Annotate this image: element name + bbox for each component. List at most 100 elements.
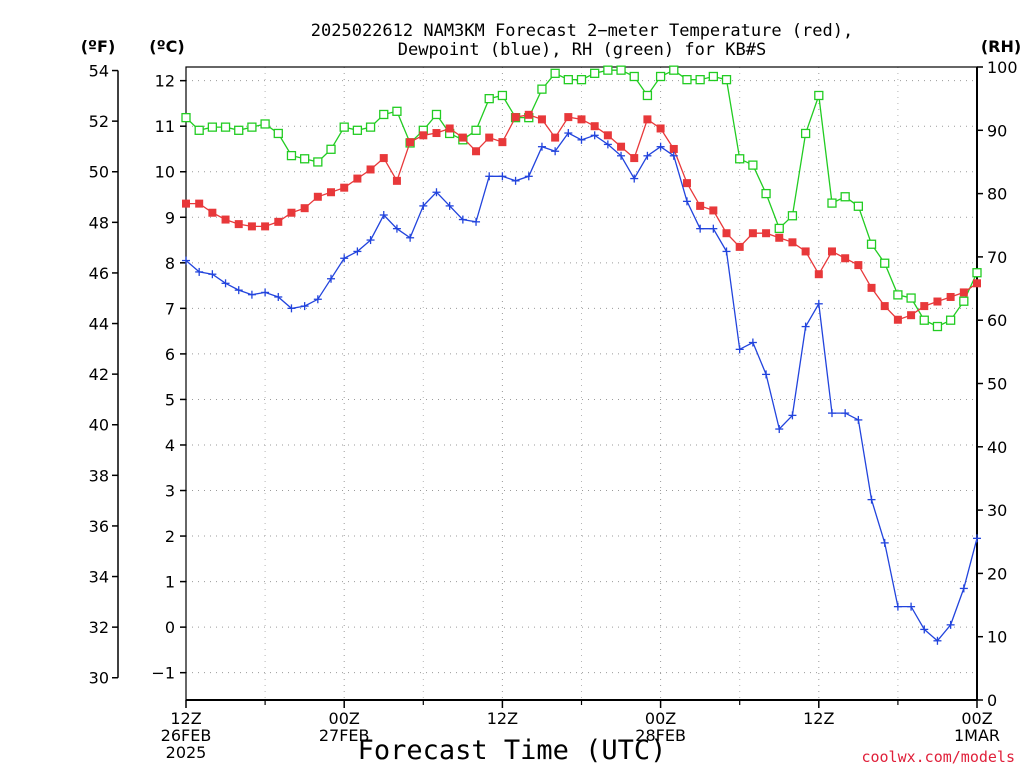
rh-tick-label: 50 (987, 375, 1007, 394)
dewpoint-point (775, 425, 784, 434)
temperature-point (498, 138, 507, 147)
rh-point (352, 125, 363, 135)
rh-point (945, 315, 956, 325)
temperature-point (748, 229, 757, 238)
dewpoint-point (432, 188, 441, 197)
dewpoint-point (973, 534, 981, 543)
temperature-point (353, 174, 362, 183)
rh-tick-label: 0 (987, 691, 997, 710)
temperature-point (485, 133, 494, 142)
rh-point (880, 258, 890, 268)
rh-point (603, 65, 613, 75)
dewpoint-point (748, 338, 757, 347)
fahrenheit-tick-label: 36 (89, 517, 109, 536)
dewpoint-point (406, 233, 415, 242)
fahrenheit-tick-label: 54 (89, 62, 109, 81)
rh-point (550, 68, 560, 78)
rh-point (695, 75, 705, 85)
rh-point (471, 125, 481, 135)
rh-point (682, 75, 692, 85)
rh-point (299, 154, 310, 164)
dewpoint-point (274, 292, 283, 301)
rh-point (629, 71, 639, 82)
temperature-point (669, 144, 678, 153)
temperature-point (630, 154, 639, 163)
x-tick-label: 00Z (329, 709, 360, 728)
x-tick-label: 12Z (803, 709, 834, 728)
celsius-tick-label: 1 (165, 573, 175, 592)
fahrenheit-tick-label: 50 (89, 163, 109, 182)
x-tick-label: 12Z (170, 709, 201, 728)
dewpoint-point (300, 302, 309, 311)
site-credit: coolwx.com/models (861, 748, 1015, 766)
celsius-tick-label: 0 (165, 618, 175, 637)
temperature-point (973, 279, 981, 288)
x-tick-label: 00Z (961, 709, 992, 728)
temperature-point (907, 311, 916, 320)
dewpoint-point (788, 411, 797, 420)
rh-point (840, 192, 850, 202)
rh-tick-label: 40 (987, 438, 1007, 457)
rh-point (616, 65, 626, 75)
dewpoint-point (735, 345, 744, 354)
x-tick-label: 27FEB (319, 726, 370, 745)
rh-point (273, 128, 283, 139)
rh-point (339, 122, 349, 132)
rh-point (721, 75, 732, 85)
rh-point (959, 296, 969, 306)
rh-point (774, 223, 784, 234)
dewpoint-point (261, 288, 270, 297)
rh-tick-label: 70 (987, 248, 1007, 267)
dewpoint-point (762, 370, 771, 379)
temperature-point (406, 138, 415, 147)
dewpoint-point (590, 131, 599, 140)
dewpoint-point (854, 415, 863, 424)
dewpoint-point (537, 142, 546, 151)
temperature-point (472, 147, 481, 156)
dewpoint-point (841, 409, 850, 418)
celsius-tick-label: 5 (165, 390, 175, 409)
rh-point (761, 188, 771, 199)
dewpoint-point (709, 224, 718, 233)
temperature-point (920, 302, 929, 311)
dewpoint-point (893, 602, 902, 611)
rh-point (919, 315, 929, 325)
chart-title-line-2: Dewpoint (blue), RH (green) for KB#S (398, 40, 766, 60)
temperature-point (537, 115, 546, 124)
temperature-point (946, 292, 955, 301)
rh-tick-label: 30 (987, 501, 1007, 520)
rh-point (787, 211, 798, 221)
celsius-tick-label: 10 (155, 163, 175, 182)
rh-point (814, 90, 824, 101)
temperature-point (775, 233, 784, 242)
fahrenheit-tick-label: 48 (89, 213, 109, 232)
temperature-point (524, 110, 533, 119)
temperature-point (511, 113, 520, 122)
dewpoint-point (577, 135, 586, 144)
temperature-point (696, 201, 705, 210)
x-tick-label: 2025 (166, 743, 207, 762)
dewpoint-point (814, 299, 823, 308)
rh-point (181, 112, 191, 123)
dewpoint-point (195, 267, 204, 276)
dewpoint-point (182, 256, 190, 265)
dewpoint-point (959, 584, 968, 593)
rh-point (286, 150, 297, 161)
rh-tick-label: 60 (987, 311, 1007, 330)
temperature-point (577, 115, 586, 124)
temperature-point (564, 113, 573, 122)
rh-point (392, 106, 402, 116)
dewpoint-point (722, 247, 731, 256)
dewpoint-point (247, 290, 256, 299)
dewpoint-point (208, 270, 217, 279)
dewpoint-point (472, 217, 481, 226)
celsius-tick-label: 6 (165, 345, 175, 364)
celsius-tick-label: 11 (155, 117, 175, 136)
rh-tick-label: 90 (987, 121, 1007, 140)
x-tick-label: 26FEB (161, 726, 212, 745)
temperature-point (603, 131, 612, 140)
dewpoint-point (353, 247, 362, 256)
x-tick-label: 28FEB (635, 726, 686, 745)
temperature-point (182, 199, 190, 208)
dewpoint-point (498, 172, 507, 181)
